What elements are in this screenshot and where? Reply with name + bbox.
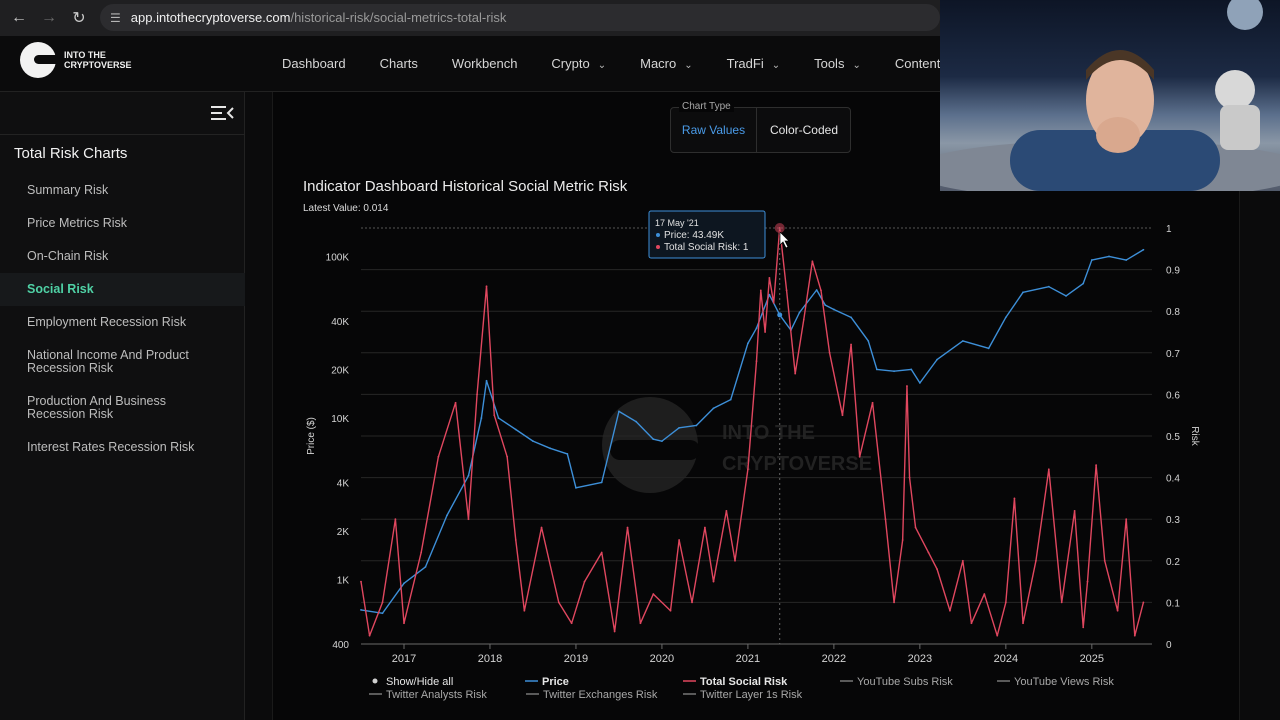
menu-item-charts[interactable]: Charts (380, 56, 418, 71)
menu-item-macro[interactable]: Macro ⌄ (640, 56, 693, 71)
menu-item-label: Content (894, 56, 941, 71)
menu-item-label: Crypto (551, 56, 590, 71)
sidebar-item-interest-rates-recession-risk[interactable]: Interest Rates Recession Risk (0, 431, 245, 464)
collapse-sidebar-icon[interactable] (210, 104, 234, 122)
logo-text: INTO THE CRYPTOVERSE (64, 50, 132, 70)
sidebar-item-label: Production And Business Recession Risk (27, 394, 166, 421)
menu-item-tools[interactable]: Tools ⌄ (814, 56, 861, 71)
sidebar-item-label: On-Chain Risk (27, 249, 109, 263)
menu-item-label: TradFi (726, 56, 764, 71)
sidebar-item-price-metrics-risk[interactable]: Price Metrics Risk (0, 207, 245, 240)
sidebar-item-social-risk[interactable]: Social Risk (0, 273, 245, 306)
sidebar-item-label: Employment Recession Risk (27, 315, 187, 329)
menu-item-content[interactable]: Content (895, 56, 941, 71)
raw-values-button[interactable]: Raw Values (671, 108, 757, 152)
sidebar-item-on-chain-risk[interactable]: On-Chain Risk (0, 240, 245, 273)
menu-item-label: Macro (640, 56, 677, 71)
sidebar-item-label: Social Risk (27, 282, 94, 296)
menu-item-label: Charts (379, 56, 418, 71)
latest-value: Latest Value: 0.014 (303, 203, 389, 214)
menu-item-label: Workbench (451, 56, 518, 71)
sidebar-item-national-income-and-product-recession-risk[interactable]: National Income And Product Recession Ri… (0, 339, 245, 385)
sidebar-title: Total Risk Charts (14, 145, 128, 162)
chart-type-label: Chart Type (679, 101, 734, 112)
back-arrow-icon[interactable]: ← (11, 9, 27, 26)
menu-item-workbench[interactable]: Workbench (452, 56, 518, 71)
astronaut-icon (1215, 70, 1260, 150)
sidebar-item-label: Summary Risk (27, 183, 109, 197)
chart-type-toggle: Raw Values Color-Coded Chart Type (670, 101, 851, 153)
menu-item-tradfi[interactable]: TradFi ⌄ (727, 56, 780, 71)
menu-item-dashboard[interactable]: Dashboard (282, 56, 346, 71)
sidebar-item-summary-risk[interactable]: Summary Risk (0, 174, 245, 207)
url-host: app.intothecryptoverse.com (130, 10, 291, 25)
forward-arrow-icon[interactable]: → (41, 9, 57, 26)
menu-item-label: Dashboard (282, 56, 346, 71)
logo[interactable]: INTO THE CRYPTOVERSE (20, 42, 144, 78)
sidebar-item-label: National Income And Product Recession Ri… (27, 348, 189, 375)
presenter-avatar (1010, 50, 1220, 191)
color-coded-button[interactable]: Color-Coded (769, 123, 839, 137)
sidebar-item-employment-recession-risk[interactable]: Employment Recession Risk (0, 306, 245, 339)
chevron-down-icon: ⌄ (852, 60, 861, 71)
url-path: /historical-risk/social-metrics-total-ri… (290, 10, 507, 25)
address-bar[interactable]: ☰ app.intothecryptoverse.com/historical-… (100, 4, 940, 31)
chevron-down-icon: ⌄ (771, 60, 781, 71)
sidebar-item-label: Interest Rates Recession Risk (27, 440, 195, 454)
webcam-overlay (940, 0, 1280, 191)
moon-icon (1227, 0, 1263, 30)
main-menu: Dashboard Charts Workbench Crypto ⌄ Macro ⌄ Tra… (282, 56, 974, 71)
reload-icon[interactable]: ↻ (72, 10, 86, 27)
webcam-scene (940, 0, 1280, 191)
sidebar-divider (0, 134, 245, 135)
sidebar-list: Summary Risk Price Metrics Risk On-Chain R… (0, 174, 245, 464)
logo-icon (20, 42, 60, 78)
chart-title: Indicator Dashboard Historical Social Me… (303, 178, 628, 195)
site-settings-icon[interactable]: ☰ (110, 10, 121, 25)
sidebar-item-production-and-business-recession-risk[interactable]: Production And Business Recession Risk (0, 385, 245, 431)
chevron-down-icon: ⌄ (597, 60, 607, 71)
menu-item-crypto[interactable]: Crypto ⌄ (551, 56, 606, 71)
menu-item-label: Tools (814, 56, 845, 71)
sidebar: Total Risk Charts Summary Risk Price Metr… (0, 92, 245, 720)
sidebar-item-label: Price Metrics Risk (27, 216, 128, 230)
chevron-down-icon: ⌄ (684, 60, 693, 71)
